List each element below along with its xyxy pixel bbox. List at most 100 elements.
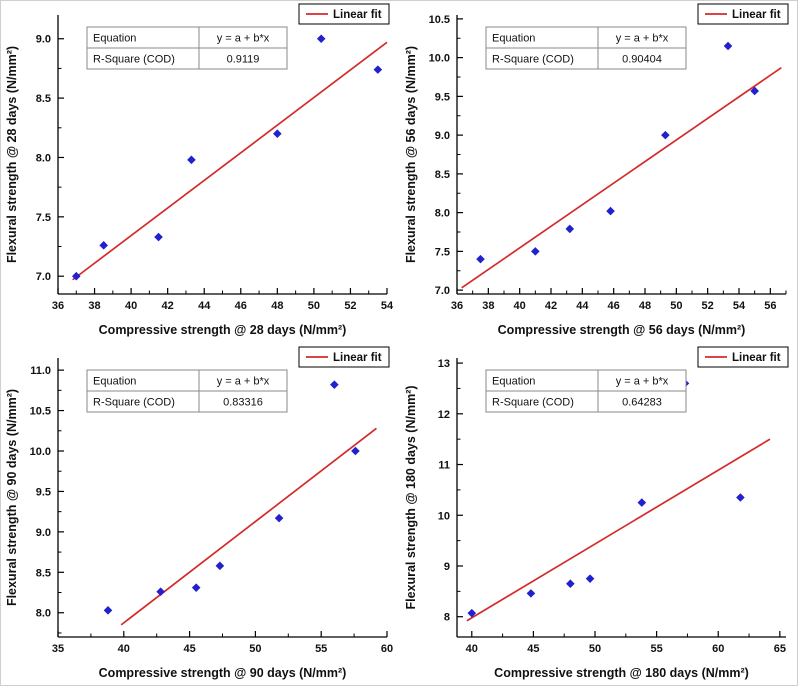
chart-56-days: 36 38 40 42 44 46 48 50 52 54 56 7.0 7.5 8.0 8.5 9.0 9.5… xyxy=(400,1,798,344)
fit-line xyxy=(461,66,782,289)
stats-table-label: R-Square (COD) xyxy=(93,397,175,409)
chart-180-days: 40 45 50 55 60 65 8 9 10 11 12 13 Compressive streng… xyxy=(400,344,798,687)
chart-90-days: 35 40 45 50 55 60 8.0 8.5 9.0 9.5 10.0 10.5 11.0 Comp… xyxy=(1,344,400,687)
legend-label: Linear fit xyxy=(333,9,382,21)
x-tick-label: 44 xyxy=(576,300,589,312)
stats-table-value: y = a + b*x xyxy=(616,376,669,388)
legend-label: Linear fit xyxy=(333,352,382,364)
stats-table-value: 0.64283 xyxy=(622,397,662,409)
data-point xyxy=(99,241,108,250)
chart-svg: 36 38 40 42 44 46 48 50 52 54 7.0 7.5 8.0 8.5 9.0 Compr… xyxy=(5,3,394,337)
stats-table-label: Equation xyxy=(492,33,535,45)
x-tick-label: 55 xyxy=(650,643,662,655)
stats-table-label: Equation xyxy=(93,376,136,388)
data-point xyxy=(637,498,647,507)
x-tick-label: 42 xyxy=(162,300,174,312)
x-tick-label: 46 xyxy=(608,300,620,312)
x-tick-label: 55 xyxy=(315,643,327,655)
x-tick-label: 52 xyxy=(702,300,714,312)
y-tick-label: 9 xyxy=(444,561,450,573)
stats-table-label: R-Square (COD) xyxy=(492,54,574,66)
y-tick-label: 8.0 xyxy=(36,152,51,164)
data-point xyxy=(330,380,339,389)
data-point xyxy=(606,206,615,216)
chart-svg: 40 45 50 55 60 65 8 9 10 11 12 13 Compressive streng… xyxy=(404,346,789,680)
y-tick-label: 9.0 xyxy=(435,130,450,142)
x-tick-label: 52 xyxy=(344,300,356,312)
y-axis-label: Flexural strength @ 90 days (N/mm²) xyxy=(5,389,19,606)
fit-line xyxy=(466,438,771,622)
x-tick-label: 36 xyxy=(52,300,64,312)
y-tick-label: 13 xyxy=(438,358,450,370)
y-tick-label: 7.0 xyxy=(36,271,51,283)
data-point xyxy=(103,606,113,615)
y-tick-label: 10.5 xyxy=(429,14,450,26)
x-tick-label: 54 xyxy=(733,300,746,312)
x-tick-label: 44 xyxy=(198,300,211,312)
data-point xyxy=(750,86,759,96)
legend-box xyxy=(697,3,789,25)
y-tick-label: 8.5 xyxy=(435,169,450,181)
stats-table-value: y = a + b*x xyxy=(616,33,669,45)
fit-line xyxy=(120,427,377,626)
y-tick-label: 9.0 xyxy=(36,527,51,539)
x-tick-label: 60 xyxy=(381,643,393,655)
x-tick-label: 56 xyxy=(764,300,776,312)
y-tick-label: 8.5 xyxy=(36,93,51,105)
x-tick-label: 65 xyxy=(774,643,786,655)
data-point xyxy=(531,247,540,256)
y-axis-label: Flexural strength @ 56 days (N/mm²) xyxy=(404,46,418,263)
x-tick-label: 45 xyxy=(183,643,195,655)
y-axis-label: Flexural strength @ 28 days (N/mm²) xyxy=(5,46,19,263)
data-point xyxy=(661,130,670,140)
data-point xyxy=(723,41,733,51)
chart-28-days: 36 38 40 42 44 46 48 50 52 54 7.0 7.5 8.0 8.5 9.0 Compr… xyxy=(1,1,400,344)
chart-svg: 36 38 40 42 44 46 48 50 52 54 56 7.0 7.5 8.0 8.5 9.0 9.5… xyxy=(404,3,789,337)
x-tick-label: 38 xyxy=(482,300,494,312)
x-tick-label: 40 xyxy=(466,643,478,655)
x-tick-label: 40 xyxy=(125,300,137,312)
x-tick-label: 46 xyxy=(235,300,247,312)
data-point xyxy=(565,224,575,234)
x-axis-label: Compressive strength @ 180 days (N/mm²) xyxy=(494,666,749,680)
data-point xyxy=(156,587,165,597)
stats-table-value: y = a + b*x xyxy=(217,376,270,388)
data-point xyxy=(274,513,284,523)
y-tick-label: 11 xyxy=(438,460,450,472)
x-axis-label: Compressive strength @ 90 days (N/mm²) xyxy=(99,666,347,680)
x-tick-label: 35 xyxy=(52,643,64,655)
y-tick-label: 10 xyxy=(438,510,450,522)
x-tick-label: 50 xyxy=(249,643,261,655)
data-point xyxy=(273,129,282,139)
x-tick-label: 50 xyxy=(589,643,601,655)
data-point xyxy=(191,583,201,592)
stats-table-value: 0.90404 xyxy=(622,54,662,66)
y-tick-label: 9.0 xyxy=(36,34,51,46)
y-tick-label: 10.5 xyxy=(30,406,51,418)
data-point xyxy=(187,155,196,165)
data-point xyxy=(154,232,163,242)
data-point xyxy=(736,493,745,502)
data-point xyxy=(316,34,326,44)
data-point xyxy=(215,561,225,571)
stats-table-value: 0.83316 xyxy=(223,397,263,409)
y-tick-label: 8.0 xyxy=(435,208,450,220)
y-tick-label: 8 xyxy=(444,612,450,624)
stats-table-label: R-Square (COD) xyxy=(93,54,175,66)
data-point xyxy=(526,589,536,598)
data-point xyxy=(351,446,360,456)
data-point xyxy=(585,574,595,583)
y-axis-label: Flexural strength @ 180 days (N/mm²) xyxy=(404,385,418,609)
y-tick-label: 11.0 xyxy=(30,365,51,377)
legend-label: Linear fit xyxy=(732,9,781,21)
chart-svg: 35 40 45 50 55 60 8.0 8.5 9.0 9.5 10.0 10.5 11.0 Comp… xyxy=(5,346,393,680)
stats-table-label: Equation xyxy=(492,376,535,388)
x-tick-label: 60 xyxy=(712,643,724,655)
legend-box xyxy=(298,346,390,368)
x-tick-label: 38 xyxy=(88,300,100,312)
legend-box xyxy=(697,346,789,368)
data-point xyxy=(566,579,575,589)
y-tick-label: 12 xyxy=(438,409,450,421)
x-tick-label: 40 xyxy=(118,643,130,655)
